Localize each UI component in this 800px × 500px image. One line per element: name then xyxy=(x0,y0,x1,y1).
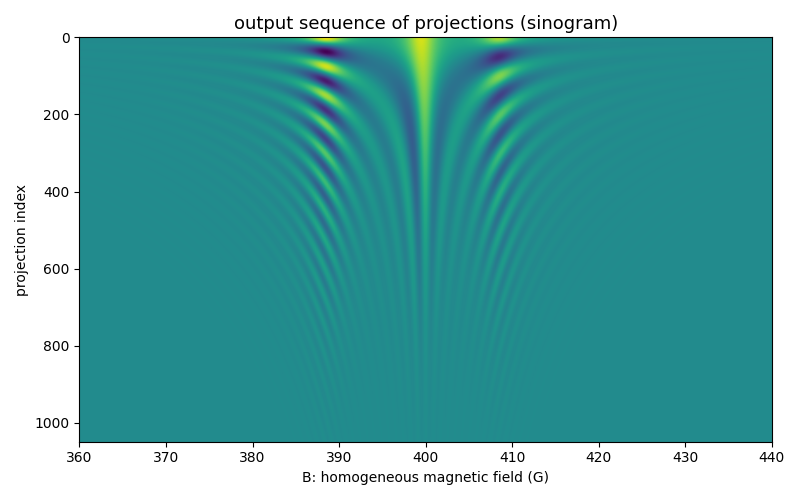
X-axis label: B: homogeneous magnetic field (G): B: homogeneous magnetic field (G) xyxy=(302,471,549,485)
Title: output sequence of projections (sinogram): output sequence of projections (sinogram… xyxy=(234,15,618,33)
Y-axis label: projection index: projection index xyxy=(15,184,29,296)
